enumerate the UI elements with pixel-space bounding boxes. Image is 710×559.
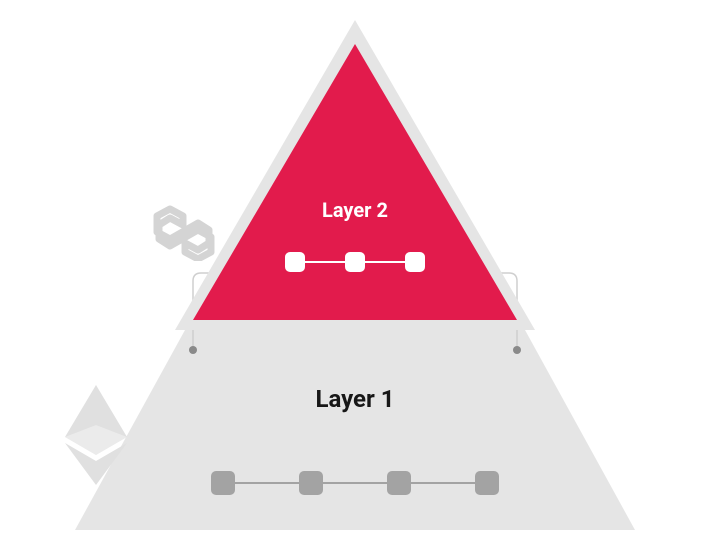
chain-block bbox=[475, 471, 499, 495]
layer1-shape bbox=[75, 330, 635, 530]
layer2-label: Layer 2 bbox=[322, 198, 388, 222]
layer2-triangle: Layer 2 bbox=[175, 20, 535, 330]
chain-block bbox=[299, 471, 323, 495]
polygon-icon bbox=[153, 205, 217, 261]
ethereum-icon bbox=[65, 385, 127, 485]
chain-connector bbox=[305, 261, 345, 263]
diagram-stage: Layer 1 Layer 2 bbox=[35, 20, 675, 540]
chain-block bbox=[405, 252, 425, 272]
chain-connector bbox=[235, 482, 299, 484]
layer1-blockchain bbox=[211, 471, 499, 495]
layer1-label: Layer 1 bbox=[315, 385, 394, 413]
chain-connector bbox=[323, 482, 387, 484]
chain-connector bbox=[411, 482, 475, 484]
chain-connector bbox=[365, 261, 405, 263]
chain-block bbox=[211, 471, 235, 495]
chain-block bbox=[285, 252, 305, 272]
chain-block bbox=[387, 471, 411, 495]
layer1-trapezoid: Layer 1 bbox=[75, 330, 635, 530]
layer2-blockchain bbox=[285, 252, 425, 272]
chain-block bbox=[345, 252, 365, 272]
layer2-shape bbox=[193, 44, 517, 320]
